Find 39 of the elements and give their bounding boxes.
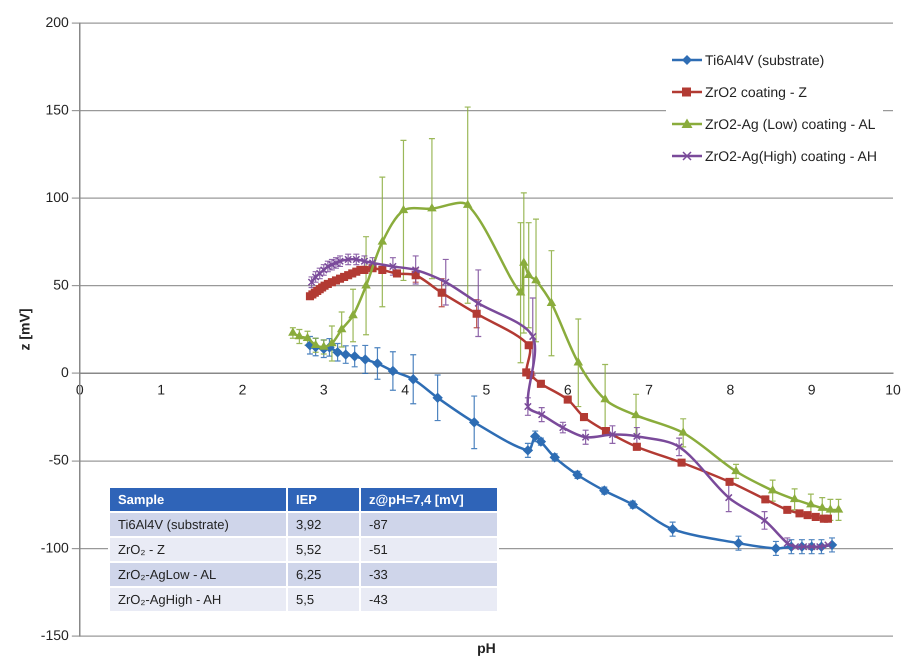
y-tick-label: 50 bbox=[53, 276, 70, 293]
y-tick-label: 200 bbox=[45, 14, 70, 30]
legend-label: ZrO2 coating - Z bbox=[705, 84, 807, 100]
x-tick-label: 3 bbox=[320, 382, 328, 398]
x-tick-label: 5 bbox=[482, 382, 491, 398]
annotation: 5,52 bbox=[287, 537, 360, 562]
annotation: ZrO₂-AgHigh - AH bbox=[109, 587, 287, 612]
x-tick-label: 8 bbox=[726, 382, 734, 398]
y-axis-title: z [mV] bbox=[16, 308, 32, 350]
y-tick-label: 0 bbox=[61, 364, 70, 380]
annotation: z@pH=7,4 [mV] bbox=[360, 487, 498, 512]
annotation: Ti6Al4V (substrate) bbox=[109, 512, 287, 537]
legend-label: ZrO2-Ag(High) coating - AH bbox=[705, 148, 877, 164]
x-axis-title: pH bbox=[477, 640, 496, 656]
y-tick-label: -100 bbox=[40, 539, 70, 556]
x-tick-label: 2 bbox=[238, 382, 247, 398]
x-tick-label: 4 bbox=[401, 382, 410, 398]
annotation: 6,25 bbox=[287, 562, 360, 587]
x-tick-label: 9 bbox=[808, 382, 816, 398]
y-tick-label: 150 bbox=[45, 101, 70, 118]
annotation: -51 bbox=[360, 537, 498, 562]
legend-label: ZrO2-Ag (Low) coating - AL bbox=[705, 116, 876, 132]
annotation: -87 bbox=[360, 512, 498, 537]
x-tick-label: 10 bbox=[885, 382, 901, 398]
x-tick-label: 1 bbox=[157, 382, 166, 398]
legend-label: Ti6Al4V (substrate) bbox=[705, 52, 824, 68]
annotation: -43 bbox=[360, 587, 498, 612]
y-tick-label: 100 bbox=[45, 189, 70, 205]
x-tick-label: 7 bbox=[645, 382, 654, 398]
y-tick-label: -50 bbox=[48, 452, 70, 468]
annotation: ZrO₂-AgLow - AL bbox=[109, 562, 287, 587]
annotation: ZrO₂ - Z bbox=[109, 537, 287, 562]
annotation: -33 bbox=[360, 562, 498, 587]
annotation: 3,92 bbox=[287, 512, 360, 537]
annotation: 5,5 bbox=[287, 587, 360, 612]
annotation: IEP bbox=[287, 487, 360, 512]
y-tick-label: -150 bbox=[40, 626, 70, 643]
annotation: Sample bbox=[109, 487, 287, 512]
x-tick-label: 6 bbox=[564, 382, 572, 398]
